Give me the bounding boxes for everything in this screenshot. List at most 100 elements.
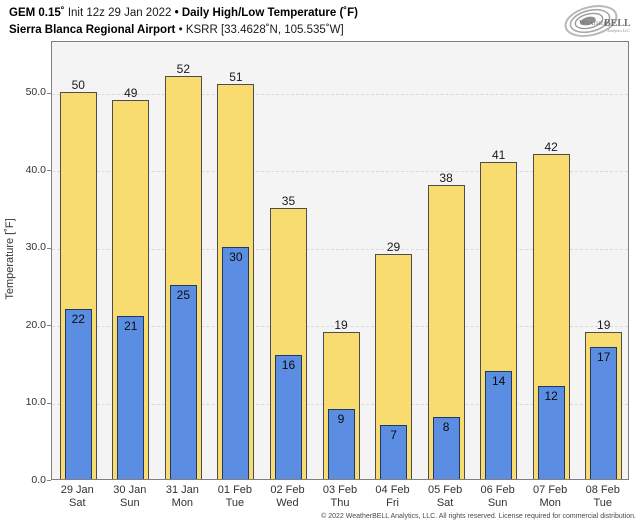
low-bar <box>274 355 302 479</box>
low-value-label: 8 <box>442 420 450 434</box>
low-bar <box>485 371 513 479</box>
low-bar <box>537 386 565 479</box>
y-tick-mark <box>47 402 51 404</box>
x-tick-day: Tue <box>225 497 245 509</box>
x-tick-date: 01 Feb <box>217 484 253 496</box>
y-tick-label: 50.0 <box>25 86 46 99</box>
y-tick-label: 40.0 <box>25 163 46 176</box>
low-value-label: 22 <box>71 312 85 326</box>
x-tick-date: 31 Jan <box>165 484 199 496</box>
high-value-label: 35 <box>281 194 296 208</box>
y-tick-mark <box>47 170 51 172</box>
x-tick-date: 07 Feb <box>533 484 568 496</box>
x-tick-day: Sun <box>120 497 140 509</box>
x-tick-date: 02 Feb <box>270 484 305 496</box>
logo-text-weather: WEATHER <box>579 18 608 27</box>
high-value-label: 38 <box>439 171 453 185</box>
x-tick-day: Sun <box>487 497 508 509</box>
x-tick-day: Mon <box>171 497 194 509</box>
high-value-label: 19 <box>597 318 611 332</box>
x-tick-date: 30 Jan <box>113 484 147 496</box>
logo-subtext: Analytics LLC <box>606 28 630 33</box>
low-bar <box>327 409 355 479</box>
high-value-label: 41 <box>491 148 506 162</box>
y-tick-mark <box>47 325 51 327</box>
x-tick-day: Sat <box>436 497 454 509</box>
low-value-label: 16 <box>281 358 296 372</box>
chart-header: GEM 0.15˚ Init 12z 29 Jan 2022 • Daily H… <box>9 5 358 39</box>
y-tick-label: 10.0 <box>25 396 46 409</box>
weatherbell-logo-graphic: WEATHER BELL Analytics LLC <box>564 5 631 37</box>
low-value-label: 21 <box>124 319 138 333</box>
low-bar <box>432 417 460 479</box>
x-tick-day: Wed <box>276 497 299 509</box>
x-tick-label: 30 Jan Sun <box>100 484 160 510</box>
y-tick-label: 30.0 <box>25 241 46 254</box>
station-coords: KSRR [33.4628˚N, 105.535˚W] <box>185 24 344 36</box>
chart-title: Daily High/Low Temperature (˚F) <box>181 7 358 19</box>
y-tick-label: 20.0 <box>25 318 46 331</box>
x-tick-label: 01 Feb Tue <box>205 484 265 510</box>
high-value-label: 51 <box>229 70 243 84</box>
x-tick-day: Tue <box>593 497 612 509</box>
x-tick-label: 05 Feb Sat <box>415 484 475 510</box>
high-value-label: 49 <box>124 86 138 100</box>
low-value-label: 30 <box>229 250 243 264</box>
y-tick-mark <box>47 247 51 249</box>
y-tick-mark <box>47 480 51 481</box>
x-tick-date: 03 Feb <box>322 484 358 496</box>
x-tick-label: 08 Feb Tue <box>573 484 633 510</box>
plot-area: 50 22 49 21 52 25 51 30 35 16 19 9 29 7 38 8 41 14 42 12 19 1… <box>51 41 629 480</box>
x-tick-label: 07 Feb Mon <box>520 484 580 510</box>
low-value-label: 25 <box>176 288 191 302</box>
x-tick-day: Thu <box>330 497 350 509</box>
high-value-label: 42 <box>544 140 558 154</box>
x-tick-date: 06 Feb <box>480 484 515 496</box>
low-value-label: 14 <box>491 374 506 388</box>
low-bar <box>590 347 618 479</box>
low-value-label: 12 <box>544 389 558 403</box>
high-value-label: 19 <box>334 318 348 332</box>
x-tick-date: 05 Feb <box>427 484 463 496</box>
low-value-label: 7 <box>390 428 397 442</box>
gridline-20 <box>52 326 628 328</box>
x-tick-day: Sat <box>69 497 86 509</box>
gridline-30 <box>52 248 628 250</box>
weatherbell-logo: WEATHER BELL Analytics LLC <box>557 1 637 43</box>
y-tick-mark <box>47 92 51 94</box>
separator-bullet: • <box>174 7 179 19</box>
x-tick-label: 06 Feb Sun <box>468 484 528 510</box>
station-name: Sierra Blanca Regional Airport <box>9 24 176 36</box>
x-tick-day: Mon <box>539 497 561 509</box>
gridline-40 <box>52 171 628 173</box>
high-value-label: 50 <box>71 78 85 92</box>
low-bar <box>380 425 408 479</box>
title-line: GEM 0.15˚ Init 12z 29 Jan 2022 • Daily H… <box>9 5 358 22</box>
high-value-label: 29 <box>386 240 401 254</box>
x-tick-date: 29 Jan <box>60 484 94 496</box>
x-tick-label: 04 Feb Fri <box>363 484 423 510</box>
station-line: Sierra Blanca Regional Airport • KSRR [3… <box>9 22 358 39</box>
x-tick-label: 02 Feb Wed <box>257 484 317 510</box>
x-tick-date: 08 Feb <box>585 484 620 496</box>
low-bar <box>222 247 250 479</box>
low-value-label: 9 <box>337 412 345 426</box>
x-tick-label: 03 Feb Thu <box>310 484 370 510</box>
gridline-50 <box>52 93 628 95</box>
x-tick-day: Fri <box>386 497 399 509</box>
low-bar <box>169 285 197 479</box>
x-tick-label: 31 Jan Mon <box>152 484 212 510</box>
high-value-label: 52 <box>176 62 191 76</box>
model-name: GEM 0.15˚ <box>9 7 65 19</box>
init-time: Init 12z 29 Jan 2022 <box>67 7 172 19</box>
low-bar <box>117 316 145 479</box>
separator-bullet-2: • <box>178 24 183 36</box>
logo-text-bell: BELL <box>604 18 631 29</box>
low-bar <box>64 309 92 479</box>
y-tick-label: 0.0 <box>31 473 46 486</box>
x-tick-label: 29 Jan Sat <box>47 484 107 510</box>
low-value-label: 17 <box>597 350 611 364</box>
copyright-notice: © 2022 WeatherBELL Analytics, LLC. All r… <box>321 513 636 520</box>
